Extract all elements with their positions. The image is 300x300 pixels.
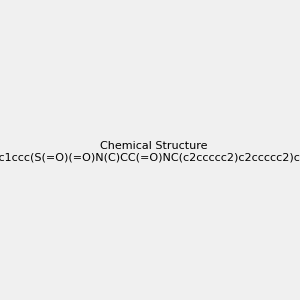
- Text: Chemical Structure
COc1ccc(S(=O)(=O)N(C)CC(=O)NC(c2ccccc2)c2ccccc2)cc1Cl: Chemical Structure COc1ccc(S(=O)(=O)N(C)…: [0, 141, 300, 162]
